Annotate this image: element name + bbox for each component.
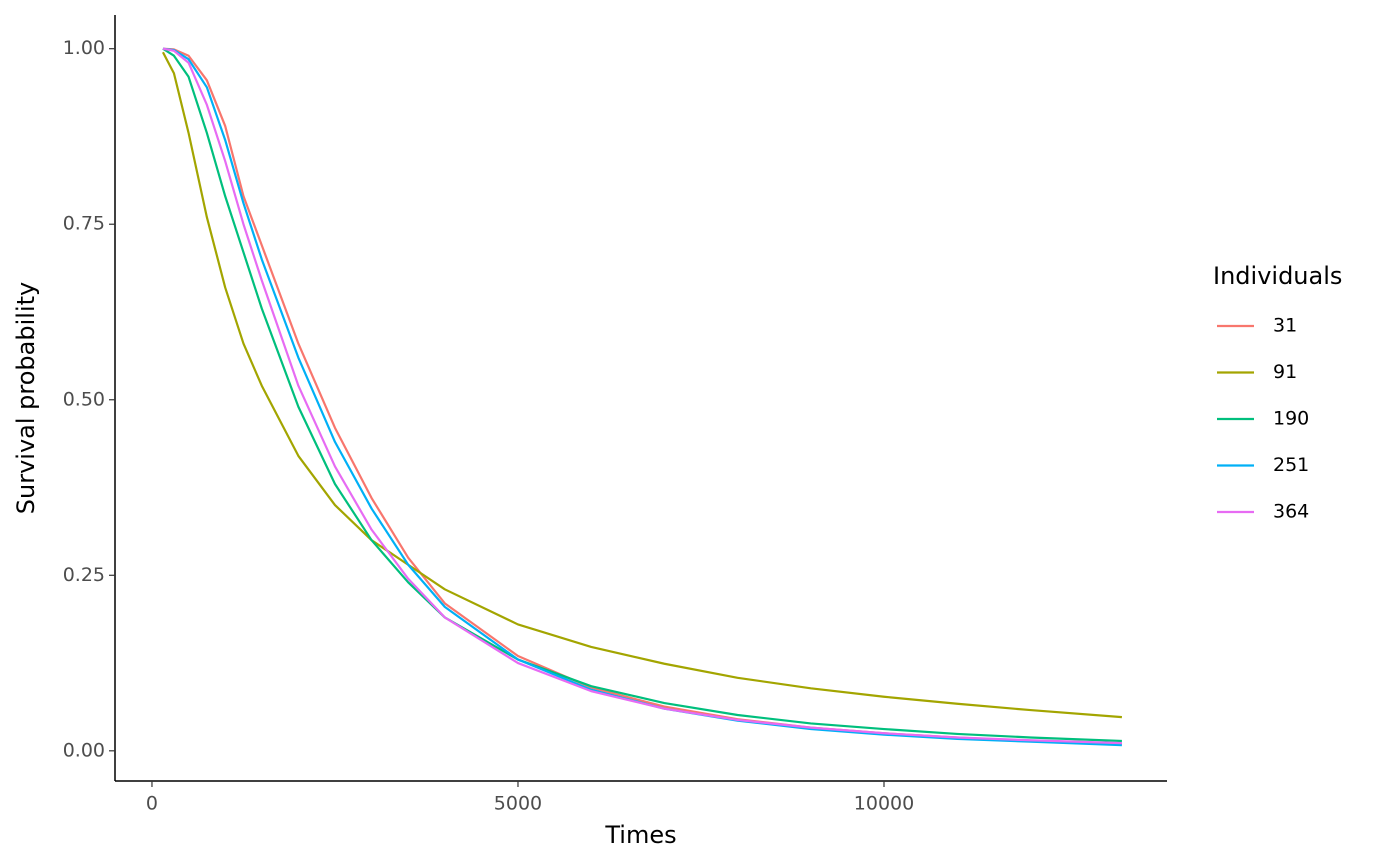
legend-title: Individuals	[1213, 262, 1342, 290]
legend-label: 31	[1273, 315, 1297, 337]
series-line	[161, 51, 1122, 719]
x-tick-label: 5000	[494, 793, 542, 815]
series-line	[162, 47, 1122, 743]
y-tick-label: 0.75	[63, 213, 105, 235]
y-axis-title: Survival probability	[12, 282, 40, 514]
legend-label: 251	[1273, 454, 1309, 476]
legend-label: 190	[1273, 408, 1309, 430]
y-tick-label: 0.25	[63, 564, 105, 586]
y-tick-label: 0.50	[63, 388, 105, 410]
series-line	[162, 47, 1122, 745]
y-tick-label: 1.00	[63, 37, 105, 59]
legend-label: 364	[1273, 501, 1309, 523]
series-line	[162, 47, 1122, 747]
series-line	[162, 47, 1122, 745]
y-tick-label: 0.00	[63, 739, 105, 761]
x-axis-title: Times	[604, 821, 676, 849]
legend-label: 91	[1273, 361, 1297, 383]
x-tick-label: 10000	[854, 793, 914, 815]
x-tick-label: 0	[146, 793, 158, 815]
